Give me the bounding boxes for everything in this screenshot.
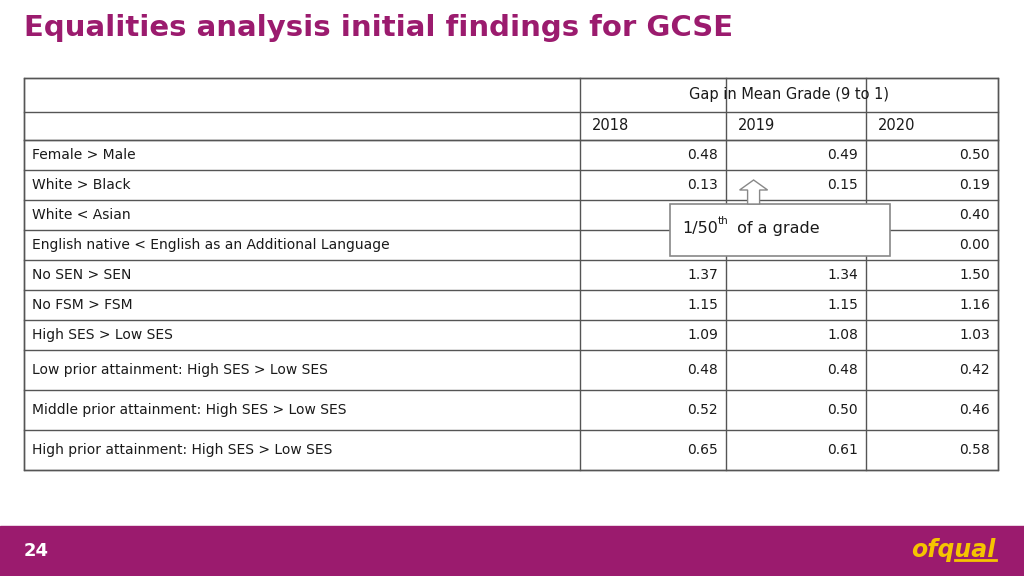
Text: 0.13: 0.13 xyxy=(687,178,718,192)
Text: th: th xyxy=(718,216,729,226)
Text: 0.42: 0.42 xyxy=(959,363,990,377)
Text: 1.03: 1.03 xyxy=(959,328,990,342)
Text: 1.09: 1.09 xyxy=(687,328,718,342)
Bar xyxy=(0,526,1024,576)
Text: 1.15: 1.15 xyxy=(827,298,858,312)
Text: 24: 24 xyxy=(24,542,49,560)
Text: 0.38: 0.38 xyxy=(687,208,718,222)
Text: 2020: 2020 xyxy=(878,119,915,134)
Text: 0.40: 0.40 xyxy=(959,208,990,222)
Text: 0.48: 0.48 xyxy=(687,363,718,377)
Text: 1.08: 1.08 xyxy=(827,328,858,342)
Text: 0.49: 0.49 xyxy=(827,148,858,162)
Bar xyxy=(24,78,998,470)
Text: 0.61: 0.61 xyxy=(827,443,858,457)
Text: ofqual: ofqual xyxy=(911,538,996,562)
Text: 1.16: 1.16 xyxy=(959,298,990,312)
Text: 0.52: 0.52 xyxy=(687,403,718,417)
Text: 0.50: 0.50 xyxy=(959,148,990,162)
Text: 0.46: 0.46 xyxy=(827,208,858,222)
Text: 1.34: 1.34 xyxy=(827,268,858,282)
Text: English native < English as an Additional Language: English native < English as an Additiona… xyxy=(32,238,389,252)
Text: 0.48: 0.48 xyxy=(687,148,718,162)
Text: 1.15: 1.15 xyxy=(687,298,718,312)
Text: 0.50: 0.50 xyxy=(827,403,858,417)
Text: High prior attainment: High SES > Low SES: High prior attainment: High SES > Low SE… xyxy=(32,443,333,457)
Text: 1.37: 1.37 xyxy=(687,268,718,282)
Text: 0.46: 0.46 xyxy=(959,403,990,417)
Text: 1.50: 1.50 xyxy=(959,268,990,282)
Text: Gap in Mean Grade (9 to 1): Gap in Mean Grade (9 to 1) xyxy=(689,88,889,103)
Text: No SEN > SEN: No SEN > SEN xyxy=(32,268,131,282)
Text: Female > Male: Female > Male xyxy=(32,148,135,162)
Polygon shape xyxy=(739,180,768,204)
Text: 0.15: 0.15 xyxy=(827,178,858,192)
FancyBboxPatch shape xyxy=(670,204,890,256)
Text: Middle prior attainment: High SES > Low SES: Middle prior attainment: High SES > Low … xyxy=(32,403,346,417)
Text: 2018: 2018 xyxy=(592,119,630,134)
Text: No FSM > FSM: No FSM > FSM xyxy=(32,298,133,312)
Text: Equalities analysis initial findings for GCSE: Equalities analysis initial findings for… xyxy=(24,14,733,42)
Text: 0.58: 0.58 xyxy=(959,443,990,457)
Text: 1/50: 1/50 xyxy=(682,222,718,237)
Text: 2019: 2019 xyxy=(738,119,775,134)
Text: High SES > Low SES: High SES > Low SES xyxy=(32,328,173,342)
Text: 0.00: 0.00 xyxy=(959,238,990,252)
Text: White > Black: White > Black xyxy=(32,178,131,192)
Text: 0.48: 0.48 xyxy=(827,363,858,377)
Text: of a grade: of a grade xyxy=(732,222,819,237)
Text: 0.65: 0.65 xyxy=(687,443,718,457)
Text: 0.19: 0.19 xyxy=(959,178,990,192)
Text: Low prior attainment: High SES > Low SES: Low prior attainment: High SES > Low SES xyxy=(32,363,328,377)
Text: White < Asian: White < Asian xyxy=(32,208,131,222)
